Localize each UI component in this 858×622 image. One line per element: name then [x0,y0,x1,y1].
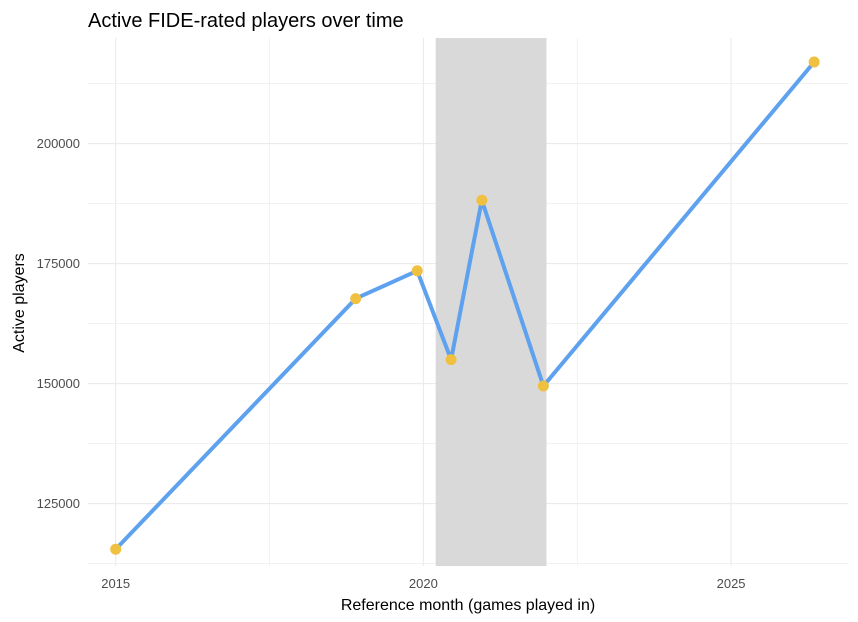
y-tick-label: 125000 [37,496,80,511]
x-tick-label: 2025 [717,576,746,591]
y-tick-label: 150000 [37,376,80,391]
data-point [411,265,423,277]
y-tick-label: 200000 [37,136,80,151]
shaded-interval [435,38,547,566]
x-tick-label: 2015 [101,576,130,591]
tick-labels: 2015 2020 2025 125000 150000 175000 200000 [37,136,746,591]
y-tick-label: 175000 [37,256,80,271]
y-axis-title: Active players [11,253,28,353]
data-point [110,543,122,555]
data-point [445,354,457,366]
data-point [476,194,488,206]
data-point [350,293,362,305]
shaded-region [435,38,547,566]
series-points [110,56,820,555]
x-axis-title: Reference month (games played in) [341,597,595,614]
chart-title: Active FIDE-rated players over time [88,10,404,32]
data-point [537,380,549,392]
data-point [808,56,820,68]
x-tick-label: 2020 [409,576,438,591]
